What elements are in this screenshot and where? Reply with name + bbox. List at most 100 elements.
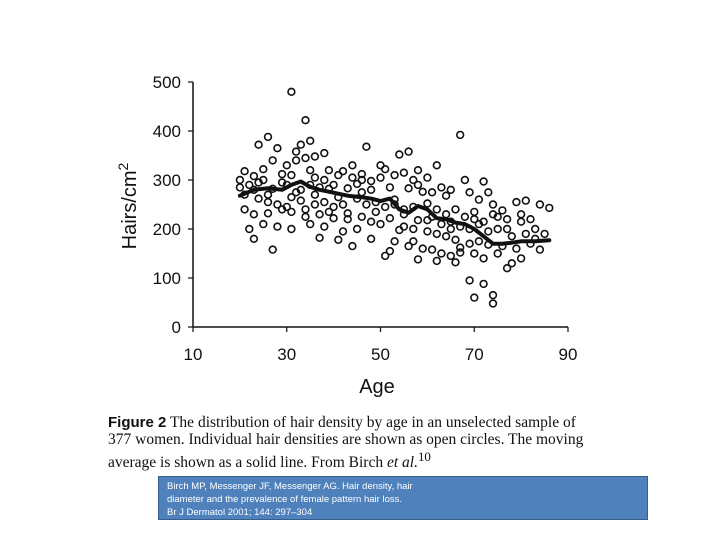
data-point (357, 188, 366, 197)
data-point (404, 147, 413, 156)
data-point (427, 245, 437, 254)
data-point (470, 249, 479, 258)
data-point (296, 140, 305, 149)
data-point (474, 237, 484, 246)
data-point (366, 185, 376, 195)
data-point (287, 193, 296, 202)
data-point (310, 173, 320, 182)
data-point (479, 177, 488, 186)
data-point (516, 217, 526, 226)
x-tick-label: 90 (559, 345, 578, 364)
data-point (296, 196, 305, 205)
data-point (315, 233, 324, 243)
data-point (474, 219, 484, 229)
data-point (282, 161, 291, 170)
data-point (348, 241, 357, 251)
data-point (502, 215, 512, 224)
data-point (451, 205, 460, 214)
data-point (409, 224, 418, 234)
data-point (432, 161, 441, 170)
data-point (338, 200, 348, 209)
data-point (470, 207, 479, 217)
data-point (413, 166, 423, 175)
data-point (502, 264, 512, 273)
data-point (456, 243, 465, 252)
data-point (320, 222, 329, 231)
data-point (470, 293, 479, 302)
data-point (245, 224, 254, 234)
y-tick-label: 400 (153, 122, 181, 141)
data-point (418, 244, 427, 253)
data-point (498, 206, 507, 215)
data-point (535, 200, 545, 209)
data-point (395, 150, 404, 159)
data-point (357, 169, 366, 179)
data-point (516, 254, 526, 263)
x-tick-label: 10 (184, 345, 203, 364)
data-point (456, 248, 465, 257)
data-point (366, 217, 376, 226)
x-ticks: 10 30 50 70 90 (184, 327, 578, 364)
data-point (432, 229, 441, 239)
data-point (338, 167, 348, 176)
moving-average-line (237, 179, 552, 246)
data-point (404, 184, 413, 193)
data-point (301, 153, 310, 163)
data-point (385, 214, 395, 223)
data-point (254, 140, 263, 149)
data-point (324, 207, 334, 217)
data-point (474, 195, 484, 204)
data-point (268, 156, 277, 165)
figure-label: Figure 2 (108, 414, 167, 431)
data-point (484, 227, 493, 236)
data-point (535, 245, 545, 254)
data-point (362, 200, 371, 209)
data-point (291, 156, 301, 165)
figure-caption: Figure 2 The distribution of hair densit… (108, 414, 588, 471)
data-point (301, 115, 310, 125)
data-point (409, 175, 418, 185)
data-point (385, 183, 395, 192)
data-point (418, 187, 427, 197)
data-point (526, 215, 535, 224)
scatter-chart: 0 100 200 300 400 500 10 30 50 70 90 Hairs/cm2 Ag… (115, 73, 578, 398)
data-point (352, 224, 362, 234)
data-point (479, 254, 488, 263)
data-point (259, 165, 268, 174)
data-point (423, 227, 432, 236)
data-point (413, 180, 423, 190)
data-point (423, 199, 432, 208)
data-point (437, 219, 446, 229)
data-point (324, 166, 334, 175)
y-tick-label: 500 (153, 73, 181, 92)
data-point (249, 171, 259, 181)
data-point (277, 178, 287, 187)
data-point (502, 224, 512, 234)
data-point (366, 176, 376, 186)
x-tick-label: 30 (277, 345, 296, 364)
data-point (456, 130, 465, 140)
data-point (381, 251, 390, 261)
data-point (320, 148, 329, 158)
data-point (273, 222, 282, 231)
caption-text: The distribution of hair density by age … (108, 414, 584, 472)
data-point (287, 170, 296, 180)
data-point (423, 173, 432, 182)
reference-line-3: Br J Dermatol 2001; 144: 297–304 (167, 507, 313, 518)
data-point (427, 188, 437, 197)
plot-area: 0 100 200 300 400 500 10 30 50 70 90 (153, 73, 578, 364)
data-point (306, 166, 315, 175)
data-point (362, 142, 371, 151)
data-point (381, 165, 390, 174)
data-point (291, 147, 301, 156)
data-point (320, 175, 329, 185)
data-point (245, 180, 254, 190)
data-point (521, 229, 530, 239)
data-point (376, 173, 385, 182)
data-point (277, 169, 287, 179)
data-point (437, 183, 446, 192)
data-point (263, 190, 273, 199)
data-point (320, 197, 329, 207)
data-point (446, 224, 455, 234)
data-point (287, 87, 296, 97)
